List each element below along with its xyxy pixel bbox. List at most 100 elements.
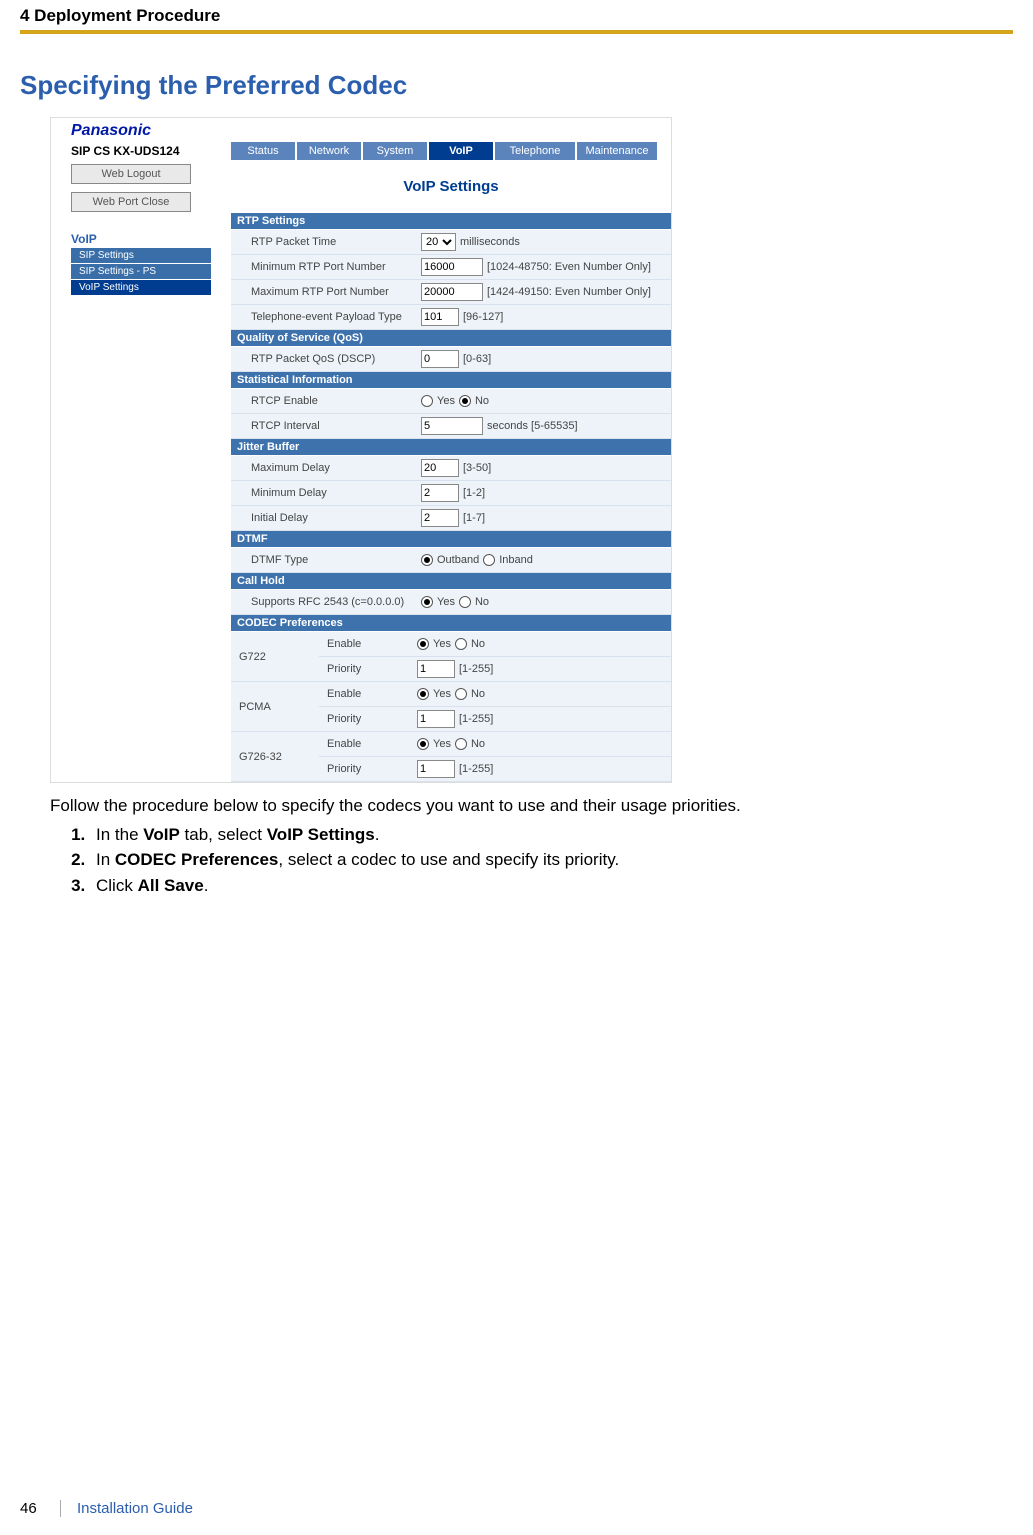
section-dtmf-header: DTMF	[231, 531, 671, 548]
input-qos-dscp[interactable]	[421, 350, 459, 368]
codec-enable-label: Enable	[319, 688, 417, 700]
label-max-rtp-port: Maximum RTP Port Number	[231, 286, 421, 298]
radio-rtcp-yes[interactable]	[421, 395, 433, 407]
section-rtp-header: RTP Settings	[231, 213, 671, 230]
radio-codec-enable-yes[interactable]	[417, 738, 429, 750]
section-jitter-header: Jitter Buffer	[231, 439, 671, 456]
tab-system[interactable]: System	[363, 142, 427, 160]
hint-max-rtp-port: [1424-49150: Even Number Only]	[487, 286, 651, 298]
label-jitter-init: Initial Delay	[231, 512, 421, 524]
input-codec-priority[interactable]	[417, 710, 455, 728]
radio-codec-enable-no[interactable]	[455, 688, 467, 700]
input-jitter-init[interactable]	[421, 509, 459, 527]
input-max-rtp-port[interactable]	[421, 283, 483, 301]
page-footer: 46 Installation Guide	[20, 1500, 193, 1517]
tab-telephone[interactable]: Telephone	[495, 142, 575, 160]
sidebar-group-label: VoIP	[51, 226, 231, 248]
web-logout-button[interactable]: Web Logout	[71, 164, 191, 184]
hint-jitter-min: [1-2]	[463, 487, 485, 499]
sidebar: Web Logout Web Port Close VoIP SIP Setti…	[51, 160, 231, 782]
section-hold-header: Call Hold	[231, 573, 671, 590]
hint-rtcp-interval: seconds [5-65535]	[487, 420, 578, 432]
input-jitter-min[interactable]	[421, 484, 459, 502]
radio-rfc-yes[interactable]	[421, 596, 433, 608]
screenshot-topbar: SIP CS KX-UDS124 Status Network System V…	[51, 142, 671, 160]
tab-voip[interactable]: VoIP	[429, 142, 493, 160]
label-qos-dscp: RTP Packet QoS (DSCP)	[231, 353, 421, 365]
tab-network[interactable]: Network	[297, 142, 361, 160]
section-codec-header: CODEC Preferences	[231, 615, 671, 632]
codec-preferences-list: G722EnableYes NoPriority[1-255]PCMAEnabl…	[231, 632, 671, 782]
label-inband: Inband	[499, 554, 533, 566]
select-rtp-packet-time[interactable]: 20	[421, 233, 456, 251]
codec-enable-label: Enable	[319, 738, 417, 750]
header-rule	[20, 30, 1013, 34]
label-rtcp-interval: RTCP Interval	[231, 420, 421, 432]
input-jitter-max[interactable]	[421, 459, 459, 477]
step-3: Click All Save.	[90, 873, 983, 899]
web-port-close-button[interactable]: Web Port Close	[71, 192, 191, 212]
label-tel-event: Telephone-event Payload Type	[231, 311, 421, 323]
input-codec-priority[interactable]	[417, 660, 455, 678]
input-min-rtp-port[interactable]	[421, 258, 483, 276]
radio-rtcp-no[interactable]	[459, 395, 471, 407]
row-max-rtp-port: Maximum RTP Port Number [1424-49150: Eve…	[231, 280, 671, 305]
model-label: SIP CS KX-UDS124	[51, 144, 231, 158]
panel-title: VoIP Settings	[231, 178, 671, 195]
sidebar-item-voip-settings[interactable]: VoIP Settings	[71, 280, 211, 295]
label-rtp-packet-time: RTP Packet Time	[231, 236, 421, 248]
tab-maintenance[interactable]: Maintenance	[577, 142, 657, 160]
label-rfc-no: No	[475, 596, 489, 608]
unit-milliseconds: milliseconds	[460, 236, 520, 248]
label-rfc2543: Supports RFC 2543 (c=0.0.0.0)	[231, 596, 421, 608]
hint-jitter-max: [3-50]	[463, 462, 491, 474]
radio-codec-enable-no[interactable]	[455, 738, 467, 750]
row-jitter-max: Maximum Delay [3-50]	[231, 456, 671, 481]
codec-name: G726-32	[231, 732, 319, 781]
tab-status[interactable]: Status	[231, 142, 295, 160]
label-outband: Outband	[437, 554, 479, 566]
input-rtcp-interval[interactable]	[421, 417, 483, 435]
row-jitter-init: Initial Delay [1-7]	[231, 506, 671, 531]
intro-prose: Follow the procedure below to specify th…	[50, 795, 983, 818]
radio-codec-enable-no[interactable]	[455, 638, 467, 650]
radio-dtmf-outband[interactable]	[421, 554, 433, 566]
label-dtmf-type: DTMF Type	[231, 554, 421, 566]
radio-rfc-no[interactable]	[459, 596, 471, 608]
codec-name: G722	[231, 632, 319, 681]
label-jitter-max: Maximum Delay	[231, 462, 421, 474]
label-jitter-min: Minimum Delay	[231, 487, 421, 499]
codec-name: PCMA	[231, 682, 319, 731]
step-1: In the VoIP tab, select VoIP Settings.	[90, 822, 983, 848]
radio-codec-enable-yes[interactable]	[417, 638, 429, 650]
codec-priority-label: Priority	[319, 663, 417, 675]
codec-priority-label: Priority	[319, 763, 417, 775]
row-rtcp-enable: RTCP Enable Yes No	[231, 389, 671, 414]
section-stat-header: Statistical Information	[231, 372, 671, 389]
hint-qos-dscp: [0-63]	[463, 353, 491, 365]
label-rfc-yes: Yes	[437, 596, 455, 608]
radio-dtmf-inband[interactable]	[483, 554, 495, 566]
section-title: Specifying the Preferred Codec	[20, 70, 1013, 101]
book-title: Installation Guide	[77, 1500, 193, 1517]
sidebar-item-sip-settings-ps[interactable]: SIP Settings - PS	[71, 264, 211, 279]
section-qos-header: Quality of Service (QoS)	[231, 330, 671, 347]
codec-priority-label: Priority	[319, 713, 417, 725]
row-qos-dscp: RTP Packet QoS (DSCP) [0-63]	[231, 347, 671, 372]
input-codec-priority[interactable]	[417, 760, 455, 778]
row-tel-event: Telephone-event Payload Type [96-127]	[231, 305, 671, 330]
brand-logo: Panasonic	[51, 118, 671, 142]
hint-tel-event: [96-127]	[463, 311, 503, 323]
hint-min-rtp-port: [1024-48750: Even Number Only]	[487, 261, 651, 273]
embedded-screenshot: Panasonic SIP CS KX-UDS124 Status Networ…	[50, 117, 672, 783]
row-rfc2543: Supports RFC 2543 (c=0.0.0.0) Yes No	[231, 590, 671, 615]
sidebar-item-sip-settings[interactable]: SIP Settings	[71, 248, 211, 263]
input-tel-event[interactable]	[421, 308, 459, 326]
settings-panel: VoIP Settings RTP Settings RTP Packet Ti…	[231, 160, 671, 782]
row-dtmf-type: DTMF Type Outband Inband	[231, 548, 671, 573]
radio-codec-enable-yes[interactable]	[417, 688, 429, 700]
screenshot-body: Web Logout Web Port Close VoIP SIP Setti…	[51, 160, 671, 782]
radio-label-yes: Yes	[437, 395, 455, 407]
chapter-heading: 4 Deployment Procedure	[0, 0, 1033, 30]
label-rtcp-enable: RTCP Enable	[231, 395, 421, 407]
